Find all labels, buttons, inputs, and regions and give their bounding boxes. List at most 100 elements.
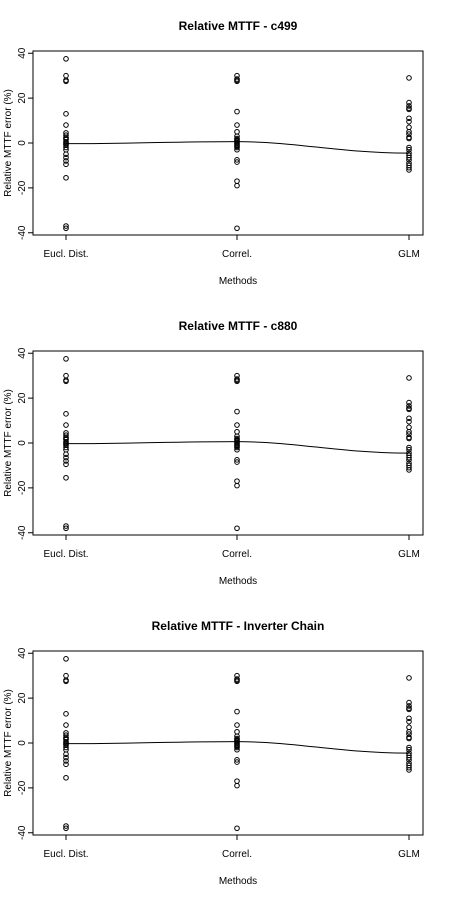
- data-point: [63, 111, 69, 117]
- x-axis-label: Methods: [219, 276, 257, 287]
- data-point: [406, 457, 412, 463]
- data-point: [63, 754, 69, 761]
- data-point: [63, 225, 69, 232]
- data-point: [406, 106, 412, 113]
- panel-inverter-chain: Relative MTTF - Inverter Chain Methods R…: [3, 619, 424, 887]
- x-tick-label: Eucl. Dist.: [43, 249, 88, 260]
- data-point: [406, 703, 412, 709]
- data-point: [406, 446, 412, 453]
- trend-line: [65, 441, 410, 454]
- data-point: [63, 722, 69, 728]
- data-point: [63, 656, 69, 662]
- data-point: [234, 408, 240, 415]
- data-point: [63, 356, 69, 362]
- data-point: [63, 672, 69, 679]
- data-point: [234, 146, 240, 153]
- x-tick-label: GLM: [398, 849, 420, 860]
- data-point: [63, 823, 69, 829]
- data-point: [234, 144, 240, 151]
- data-point: [406, 118, 412, 125]
- data-point: [63, 144, 69, 151]
- y-tick-label: -20: [17, 480, 28, 495]
- data-point: [406, 164, 412, 171]
- data-point: [234, 825, 240, 832]
- data-point: [234, 728, 240, 735]
- data-point: [63, 451, 69, 458]
- data-point: [234, 178, 240, 184]
- data-point: [406, 764, 412, 771]
- x-tick-label: Correl.: [222, 249, 252, 260]
- data-point: [234, 525, 240, 532]
- data-point: [234, 446, 240, 453]
- data-point: [63, 56, 69, 62]
- data-point: [63, 372, 69, 379]
- data-point: [406, 157, 412, 163]
- y-tick-label: 20: [17, 692, 28, 704]
- data-point: [406, 767, 412, 773]
- data-point: [63, 174, 69, 181]
- data-point: [406, 746, 412, 753]
- data-point: [234, 457, 240, 463]
- data-point: [63, 122, 69, 128]
- panel-c499: Relative MTTF - c499 Methods Relative MT…: [3, 19, 424, 287]
- data-point: [234, 182, 240, 189]
- data-point: [63, 454, 69, 461]
- data-point: [63, 161, 69, 168]
- data-point: [406, 128, 412, 135]
- data-point: [234, 778, 240, 784]
- y-axis-label: Relative MTTF error (%): [3, 689, 14, 797]
- plot-frame: [32, 650, 424, 836]
- data-point: [63, 761, 69, 768]
- data-point: [406, 675, 412, 681]
- data-point: [406, 735, 412, 742]
- data-point: [63, 711, 69, 717]
- data-point: [63, 825, 69, 832]
- data-point: [63, 154, 69, 161]
- data-point: [234, 157, 240, 163]
- data-point: [406, 115, 412, 122]
- x-tick-label: Correl.: [222, 849, 252, 860]
- data-point: [406, 406, 412, 413]
- data-point: [234, 159, 240, 165]
- data-point: [234, 478, 240, 484]
- data-point: [63, 523, 69, 529]
- y-axis-label: Relative MTTF error (%): [3, 89, 14, 197]
- data-point: [63, 474, 69, 481]
- x-axis-label: Methods: [219, 876, 257, 887]
- data-point: [63, 78, 69, 85]
- data-point: [63, 744, 69, 751]
- data-point: [63, 758, 69, 764]
- data-point: [406, 699, 412, 706]
- data-point: [63, 378, 69, 385]
- data-point: [234, 678, 240, 685]
- data-point: [234, 482, 240, 489]
- y-axis-label: Relative MTTF error (%): [3, 389, 14, 497]
- data-point: [234, 757, 240, 763]
- data-point: [406, 715, 412, 722]
- y-tick-label: -40: [17, 825, 28, 840]
- data-point: [406, 428, 412, 435]
- y-tick-label: -20: [17, 780, 28, 795]
- data-point: [234, 782, 240, 789]
- data-point: [234, 459, 240, 465]
- data-point: [406, 375, 412, 381]
- data-point: [234, 122, 240, 128]
- chart-title: Relative MTTF - Inverter Chain: [152, 619, 325, 633]
- data-point: [63, 461, 69, 468]
- data-point: [406, 467, 412, 473]
- data-point: [406, 435, 412, 442]
- data-point: [406, 464, 412, 471]
- y-tick-label: 20: [17, 392, 28, 404]
- data-point: [234, 422, 240, 428]
- data-point: [234, 225, 240, 232]
- data-point: [63, 774, 69, 781]
- x-tick-label: Correl.: [222, 549, 252, 560]
- chart-title: Relative MTTF - c499: [179, 19, 298, 33]
- data-point: [63, 158, 69, 164]
- data-point: [63, 678, 69, 685]
- y-tick-label: 40: [17, 647, 28, 659]
- data-point: [63, 72, 69, 79]
- data-point: [406, 454, 412, 461]
- data-point: [406, 144, 412, 151]
